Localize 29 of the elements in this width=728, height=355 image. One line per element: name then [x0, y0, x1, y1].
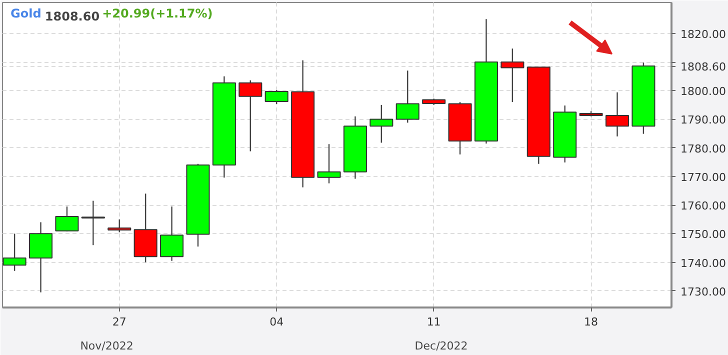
- candlestick: [55, 206, 79, 232]
- y-tick-label: 1740.00: [680, 256, 726, 270]
- candlestick: [605, 92, 630, 137]
- candlestick: [2, 233, 26, 272]
- candlestick: [264, 89, 288, 105]
- text: Gold 1808.60 +20.99(+1.17%): [10, 6, 213, 24]
- y-tick-label: 1750.00: [680, 228, 726, 242]
- x-tick-label: 11: [426, 316, 441, 328]
- candlestick: [370, 104, 394, 144]
- candlestick: [317, 144, 341, 184]
- candlestick: [500, 48, 524, 103]
- x-tick-label: 27: [112, 316, 126, 328]
- candlestick: [160, 206, 184, 262]
- y-tick-label: 1790.00: [680, 114, 726, 127]
- y-tick-label: 1800.00: [680, 85, 726, 98]
- y-tick-label: 1820.00: [680, 28, 726, 41]
- text: Nov/2022: [80, 340, 134, 352]
- y-tick-label: 1760.00: [680, 200, 726, 213]
- candlestick: [396, 70, 420, 124]
- y-tick-label: 1730.00: [680, 285, 726, 298]
- candlestick: [81, 200, 105, 246]
- y-tick-label: 1808.60: [680, 60, 726, 74]
- text: Dec/2022: [414, 340, 468, 352]
- x-tick-label: 18: [584, 316, 598, 328]
- candlestick: [108, 218, 132, 233]
- candlestick: [238, 80, 262, 152]
- y-tick-label: 1770.00: [680, 170, 726, 184]
- y-tick-label: 1780.00: [680, 142, 726, 156]
- x-tick-label: 04: [270, 316, 284, 328]
